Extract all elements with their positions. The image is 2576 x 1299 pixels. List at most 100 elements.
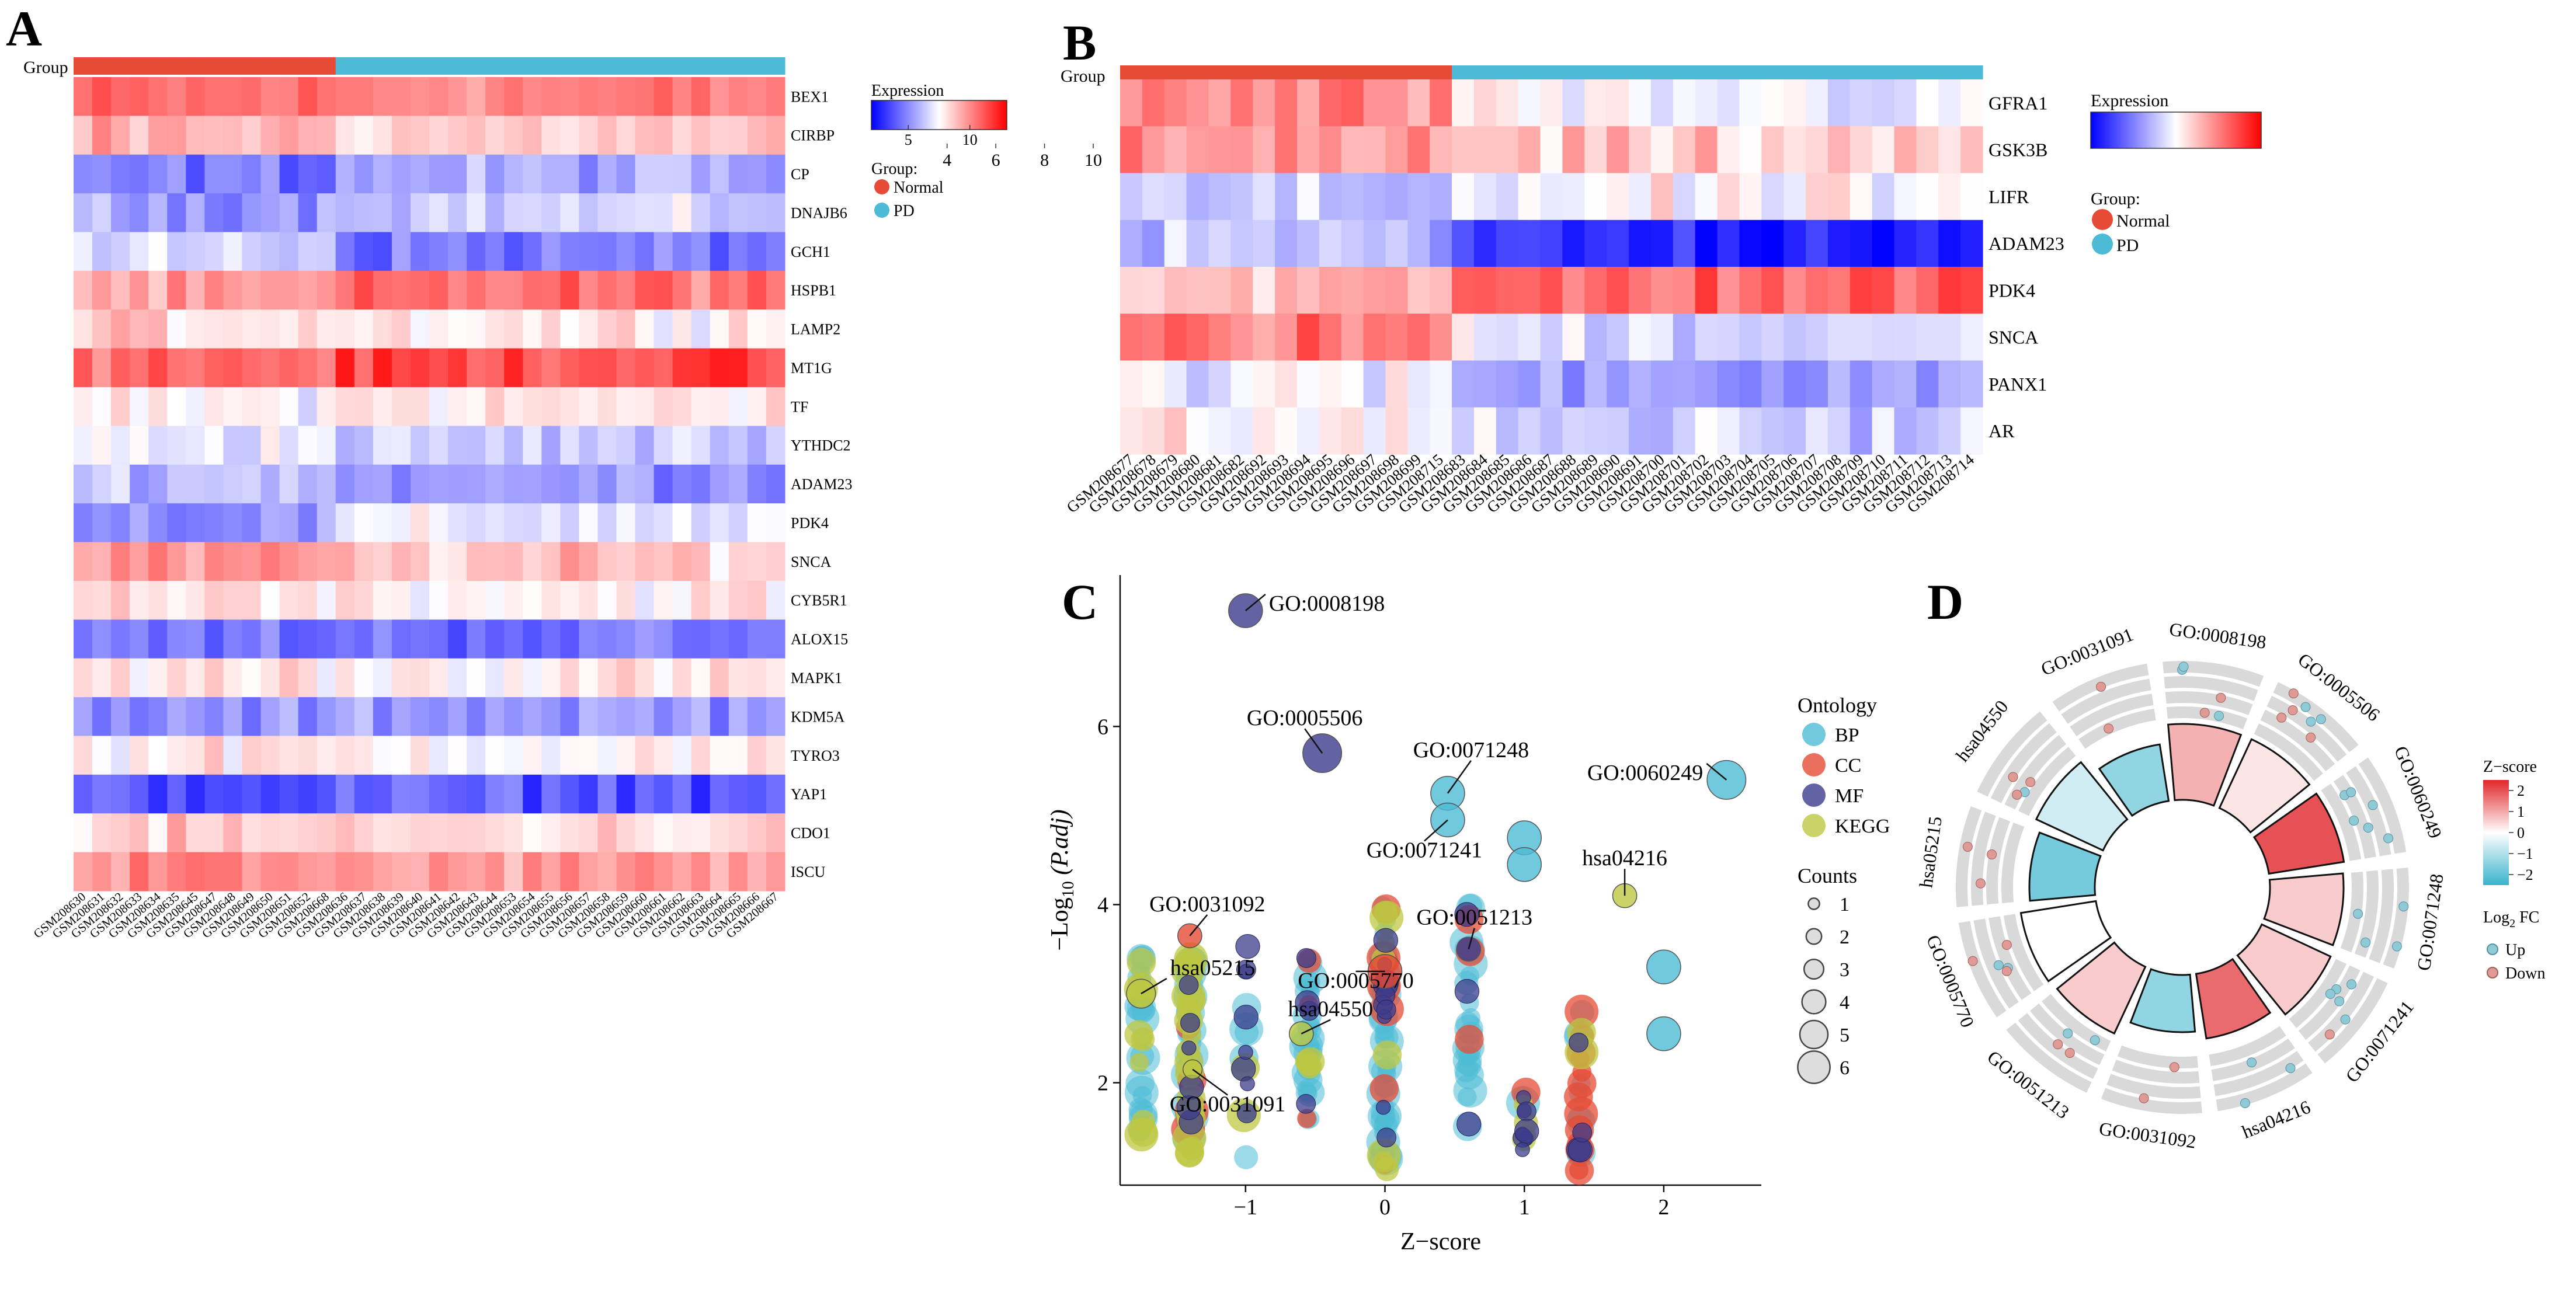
logfc-band	[2209, 1026, 2286, 1067]
heatmap-cell	[1673, 79, 1696, 127]
heatmap-cell	[130, 658, 149, 698]
logfc-band	[2254, 723, 2323, 781]
heatmap-cell	[766, 387, 785, 427]
group-bar-cell	[541, 57, 561, 75]
heatmap-cell	[1916, 173, 1939, 221]
heatmap-cell	[1296, 126, 1320, 174]
heatmap-cell	[317, 697, 336, 737]
heatmap-cell	[541, 116, 561, 155]
heatmap-cell	[560, 193, 580, 233]
heatmap-cell	[204, 464, 224, 504]
heatmap-cell	[410, 774, 430, 814]
heatmap-cell	[560, 387, 580, 427]
heatmap-cell	[1562, 220, 1585, 267]
logfc-band	[2346, 766, 2391, 856]
heatmap-cell	[523, 697, 542, 737]
heatmap-cell	[653, 193, 673, 233]
heatmap-cell	[1275, 314, 1298, 361]
heatmap-cell	[1827, 220, 1851, 267]
logfc-band	[2006, 1022, 2092, 1093]
normal-label-a: Normal	[894, 179, 944, 197]
heatmap-cell	[1496, 314, 1519, 361]
gene-down-dot	[1962, 841, 1973, 852]
heatmap-cell	[1872, 79, 1895, 127]
heatmap-cell	[429, 580, 449, 620]
heatmap-cell	[1518, 220, 1541, 267]
heatmap-cell	[1916, 79, 1939, 127]
heatmap-cell	[448, 813, 467, 853]
heatmap-cell	[260, 77, 280, 116]
gene-label: TYRO3	[791, 747, 840, 764]
heatmap-cell	[597, 77, 617, 116]
heatmap-cell	[616, 580, 636, 620]
heatmap-cell	[467, 77, 486, 116]
heatmap-cell	[204, 619, 224, 659]
heatmap-cell	[1916, 314, 1939, 361]
heatmap-cell	[429, 154, 449, 194]
heatmap-cell	[242, 309, 262, 349]
heatmap-cell	[766, 619, 785, 659]
heatmap-cell	[485, 619, 505, 659]
heatmap-cell	[167, 503, 186, 543]
heatmap-cell	[747, 774, 767, 814]
heatmap-cell	[186, 774, 205, 814]
fc-down-label: Down	[2505, 964, 2545, 983]
heatmap-cell	[130, 77, 149, 116]
heatmap-cell	[410, 232, 430, 271]
bubble-chart-c: −1 0 1 2 2 4 6 Z−score −Log10 (P.adj) GO:0008198 G…	[1047, 575, 1761, 1255]
heatmap-cell	[335, 813, 355, 853]
gene-label: CDO1	[791, 825, 830, 842]
heatmap-cell	[1629, 220, 1652, 267]
heatmap-cell	[541, 542, 561, 581]
heatmap-cell	[186, 580, 205, 620]
heatmap-cell	[1540, 360, 1563, 408]
heatmap-cell	[354, 813, 374, 853]
count-swatch	[1805, 928, 1823, 945]
bubble	[1456, 1112, 1482, 1137]
bubble	[1453, 1074, 1487, 1108]
group-bar-cell	[111, 57, 130, 75]
heatmap-cell	[635, 619, 655, 659]
heatmap-cell	[1186, 220, 1209, 267]
heatmap-cell	[485, 774, 505, 814]
heatmap-cell	[391, 736, 411, 775]
heatmap-cell	[74, 270, 93, 310]
bubble-highlight	[1302, 733, 1343, 774]
group-bar-cell	[1142, 65, 1165, 81]
gene-label: TF	[791, 398, 808, 415]
bubble	[1461, 1008, 1480, 1028]
y-tick-label: 6	[1097, 715, 1108, 739]
heatmap-cell	[504, 813, 523, 853]
heatmap-cell	[448, 270, 467, 310]
heatmap-cell	[1186, 173, 1209, 221]
heatmap-cell	[653, 348, 673, 388]
group-bar-cell	[410, 57, 430, 75]
heatmap-cell	[92, 542, 112, 581]
heatmap-cell	[710, 736, 729, 775]
heatmap-cell	[1784, 220, 1806, 267]
heatmap-cell	[204, 658, 224, 698]
term-label: GO:0031092	[2098, 1118, 2197, 1152]
heatmap-cell	[1717, 173, 1740, 221]
bubble	[1374, 901, 1398, 925]
heatmap-cell	[111, 116, 130, 155]
heatmap-cell	[485, 736, 505, 775]
group-bar-cell	[635, 57, 655, 75]
heatmap-cell	[429, 503, 449, 543]
heatmap-cell	[766, 77, 785, 116]
heatmap-cell	[635, 270, 655, 310]
heatmap-cell	[186, 619, 205, 659]
heatmap-cell	[223, 270, 243, 310]
annotation-label: GO:0005770	[1298, 969, 1413, 993]
heatmap-cell	[448, 736, 467, 775]
heatmap-cell	[410, 116, 430, 155]
heatmap-cell	[429, 193, 449, 233]
heatmap-cell	[467, 619, 486, 659]
heatmap-cell	[672, 426, 692, 465]
group-bar-cell	[616, 57, 636, 75]
bubble	[1175, 1138, 1204, 1167]
heatmap-cell	[204, 426, 224, 465]
bubble	[1374, 1151, 1393, 1171]
zscore-tick: 2	[2517, 782, 2525, 799]
heatmap-cell	[92, 580, 112, 620]
